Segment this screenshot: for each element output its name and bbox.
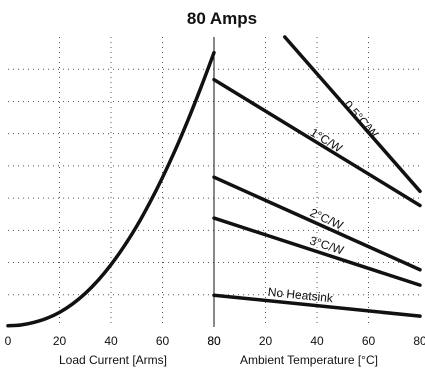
- load-tick-label: 60: [156, 334, 170, 348]
- series-label-1-c-w: 1°C/W: [308, 125, 346, 155]
- x-axis-label-ambient-temperature: Ambient Temperature [°C]: [240, 353, 378, 367]
- series-line-2-c-w: [214, 177, 420, 270]
- series-line-3-c-w: [214, 218, 420, 285]
- x-axis-label-load-current: Load Current [Arms]: [59, 353, 167, 367]
- load-curve: [8, 53, 214, 326]
- ambient-tick-label: 60: [362, 334, 376, 348]
- chart-title: 80 Amps: [187, 9, 257, 28]
- load-tick-label: 20: [53, 334, 67, 348]
- series-labels: 0.5°C/W1°C/W2°C/W3°C/WNo Heatsink: [267, 98, 381, 306]
- ambient-tick-label: 20: [259, 334, 273, 348]
- series-label-0-5-c-w: 0.5°C/W: [341, 98, 381, 141]
- load-tick-label: 40: [104, 334, 118, 348]
- load-tick-label: 0: [5, 334, 12, 348]
- ambient-tick-label: 40: [310, 334, 324, 348]
- ambient-tick-label: 80: [413, 334, 425, 348]
- ambient-tick-label: 80: [207, 334, 221, 348]
